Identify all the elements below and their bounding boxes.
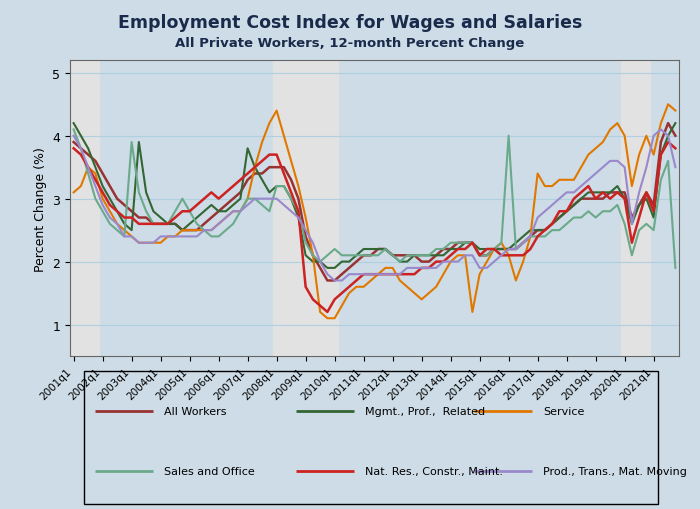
Bar — [621, 61, 650, 356]
Text: Mgmt., Prof.,  Related: Mgmt., Prof., Related — [365, 406, 485, 416]
Bar — [273, 61, 338, 356]
Text: Employment Cost Index for Wages and Salaries: Employment Cost Index for Wages and Sala… — [118, 14, 582, 32]
Text: Nat. Res., Constr., Maint.: Nat. Res., Constr., Maint. — [365, 466, 503, 476]
Text: Prod., Trans., Mat. Moving: Prod., Trans., Mat. Moving — [543, 466, 687, 476]
Text: All Private Workers, 12-month Percent Change: All Private Workers, 12-month Percent Ch… — [176, 37, 524, 50]
Bar — [70, 61, 99, 356]
Text: All Workers: All Workers — [164, 406, 227, 416]
Text: Service: Service — [543, 406, 584, 416]
Text: Sales and Office: Sales and Office — [164, 466, 255, 476]
Y-axis label: Percent Change (%): Percent Change (%) — [34, 147, 47, 271]
